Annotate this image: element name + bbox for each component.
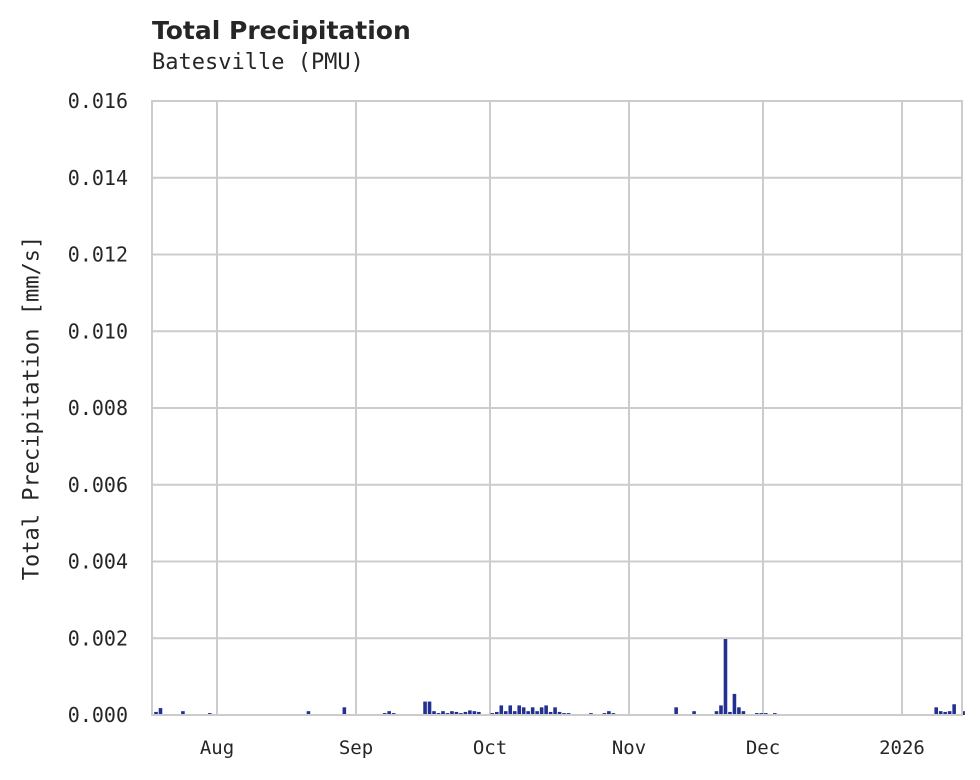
precipitation-bars (154, 639, 965, 715)
precip-bar (732, 693, 737, 715)
precip-bar (526, 711, 530, 715)
y-tick-label: 0.012 (68, 243, 128, 267)
chart-title: Total Precipitation (152, 16, 411, 45)
precip-bar (938, 711, 943, 715)
precip-bar (427, 701, 432, 715)
precip-bar (423, 701, 427, 715)
precip-bar (432, 711, 436, 715)
precip-bar (508, 705, 513, 715)
precip-bar (468, 710, 472, 715)
precip-bar (495, 711, 499, 715)
precip-bar (952, 704, 956, 715)
precip-bar (737, 707, 741, 715)
x-tick-label: Aug (200, 737, 234, 759)
x-tick-label: 2026 (879, 737, 925, 759)
precip-bar (477, 711, 481, 715)
precip-bar (342, 707, 347, 715)
precip-bar (674, 707, 678, 715)
y-tick-label: 0.008 (68, 396, 128, 420)
y-tick-label: 0.002 (68, 626, 128, 650)
gridlines (152, 100, 962, 716)
x-tick-label: Sep (339, 737, 373, 759)
y-tick-label: 0.010 (68, 319, 128, 343)
precip-bar (714, 711, 719, 715)
precip-bar (181, 711, 185, 715)
y-tick-label: 0.014 (68, 166, 128, 190)
precip-bar (692, 711, 696, 715)
precip-bar (961, 711, 965, 715)
precip-bar (472, 711, 477, 715)
precip-bar (517, 705, 522, 715)
precip-bar (463, 711, 468, 715)
precip-bar (557, 711, 562, 715)
precip-bar (530, 707, 535, 715)
precip-bar (450, 711, 454, 715)
precip-bar (154, 711, 158, 715)
precip-bar (441, 711, 445, 715)
chart-subtitle: Batesville (PMU) (152, 50, 364, 75)
precip-bar (306, 711, 311, 715)
precip-bar (607, 711, 611, 715)
precip-bar (499, 705, 504, 715)
plot-frame (151, 100, 963, 716)
y-tick-label: 0.016 (68, 89, 128, 113)
precip-bar (535, 711, 539, 715)
x-tick-label: Dec (746, 737, 780, 759)
x-axis-ticks: Aug Sep Oct Nov Dec 2026 (200, 737, 925, 759)
precip-bar (553, 707, 557, 715)
precip-bar (728, 711, 732, 715)
y-tick-label: 0.006 (68, 473, 128, 497)
precip-bar (387, 711, 391, 715)
precip-bar (943, 711, 947, 715)
precip-bar (454, 711, 459, 715)
precip-bar (503, 711, 508, 715)
y-tick-label: 0.000 (68, 703, 128, 727)
precip-bar (544, 705, 548, 715)
precip-bar (741, 711, 746, 715)
precip-bar (548, 711, 553, 715)
precip-bar (539, 707, 544, 715)
x-tick-label: Oct (473, 737, 507, 759)
x-tick-label: Nov (612, 737, 646, 759)
precip-bar (521, 707, 526, 715)
precip-bar (934, 707, 939, 715)
y-axis-ticks: 0.000 0.002 0.004 0.006 0.008 0.010 0.012 0.014… (68, 89, 128, 727)
precip-bar (158, 708, 163, 715)
precip-bar (723, 639, 728, 715)
y-tick-label: 0.004 (68, 550, 128, 574)
precip-bar (512, 711, 517, 715)
precip-bar (947, 711, 952, 715)
precip-bar (719, 705, 723, 715)
